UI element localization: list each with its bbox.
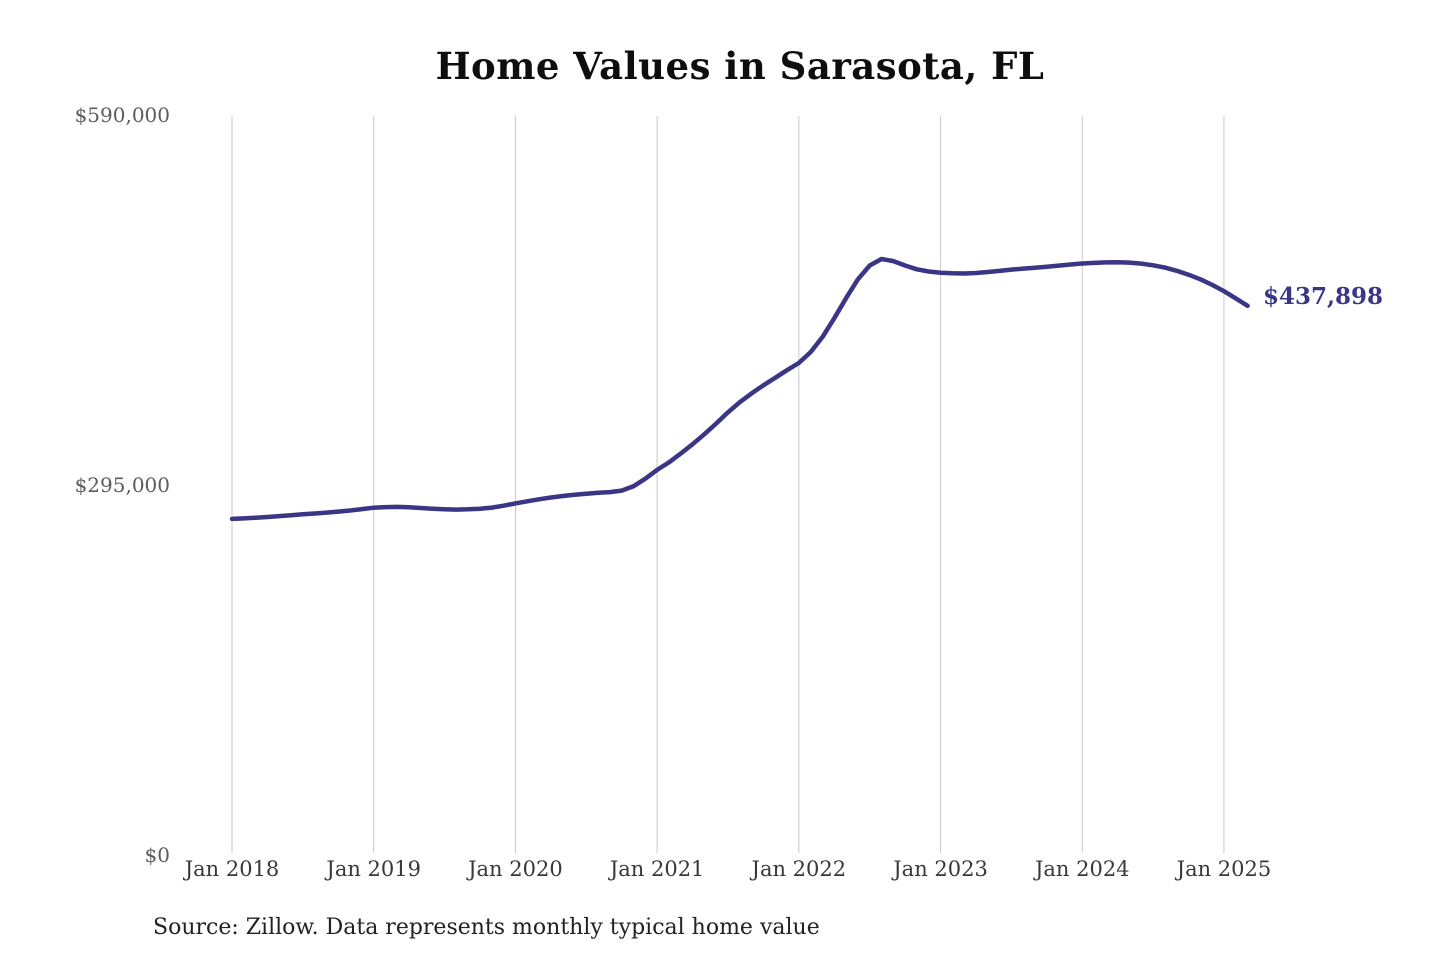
x-tick-label: Jan 2024 [1034,857,1130,881]
y-tick-label: $295,000 [74,473,170,497]
x-tick-label: Jan 2020 [468,857,563,881]
latest-value-label: $437,898 [1263,283,1384,310]
vertical-gridlines [231,116,1225,853]
x-tick-label: Jan 2023 [893,857,988,881]
source-note: Source: Zillow. Data represents monthly … [153,915,820,940]
chart-title: Home Values in Sarasota, FL [435,44,1045,88]
x-tick-label: Jan 2025 [1176,857,1272,881]
x-tick-label: Jan 2021 [609,857,705,881]
y-tick-label: $0 [144,843,170,867]
x-tick-label: Jan 2022 [751,857,847,881]
y-tick-label: $590,000 [74,103,170,127]
value-line-series [229,256,1250,522]
x-tick-label: Jan 2019 [326,857,421,881]
x-tick-label: Jan 2018 [184,857,280,881]
